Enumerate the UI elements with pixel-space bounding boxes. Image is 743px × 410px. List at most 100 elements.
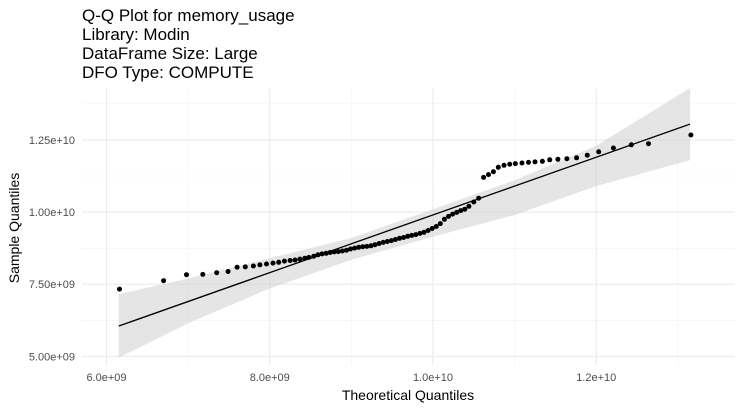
data-point <box>344 247 349 253</box>
y-tick-label: 5.00e+09 <box>29 351 75 363</box>
title-line-4: DFO Type: COMPUTE <box>82 63 254 82</box>
data-point <box>306 254 312 260</box>
confidence-band-layer <box>118 88 691 358</box>
data-point <box>287 258 293 263</box>
y-tick-label: 1.00e+10 <box>29 207 75 219</box>
data-point <box>348 246 353 252</box>
title-line-2: Library: Modin <box>82 25 190 44</box>
data-point <box>526 159 531 165</box>
data-point <box>441 216 447 222</box>
y-tick-label: 1.25e+10 <box>29 135 75 147</box>
data-point <box>458 208 464 214</box>
data-point <box>454 209 460 215</box>
data-point <box>311 253 317 259</box>
data-point <box>335 249 341 255</box>
data-point <box>292 257 298 263</box>
tick-labels: 6.0e+09 8.0e+09 1.0e+10 1.2e+10 5.00e+09 7.50… <box>29 135 616 384</box>
data-point <box>281 258 287 264</box>
data-point <box>297 256 303 262</box>
data-point <box>628 142 634 148</box>
data-point <box>225 269 231 274</box>
data-point <box>490 169 496 175</box>
data-point <box>380 239 386 245</box>
data-point <box>501 162 507 168</box>
data-point <box>471 199 477 205</box>
data-point <box>270 260 276 266</box>
data-point <box>466 203 472 209</box>
title-line-1: Q-Q Plot for memory_usage <box>82 6 295 25</box>
data-point <box>360 244 366 250</box>
x-tick-label: 1.2e+10 <box>576 372 616 384</box>
x-tick-label: 8.0e+09 <box>250 372 290 384</box>
data-point <box>446 213 451 219</box>
data-point <box>339 248 345 254</box>
data-point <box>425 228 431 233</box>
data-point <box>319 251 325 257</box>
data-point <box>532 159 538 165</box>
data-point <box>646 141 651 147</box>
data-point <box>323 250 329 256</box>
data-point <box>372 242 378 248</box>
data-point <box>200 271 206 277</box>
data-point <box>214 270 220 276</box>
data-point <box>257 262 263 268</box>
data-point <box>356 244 362 250</box>
data-point <box>429 226 435 231</box>
data-point <box>413 232 419 238</box>
data-point <box>481 174 487 180</box>
data-point <box>327 250 333 255</box>
data-point <box>315 252 321 258</box>
data-point <box>184 272 189 278</box>
data-point <box>376 241 382 246</box>
data-point <box>161 278 167 284</box>
data-point <box>610 145 616 151</box>
data-point <box>555 156 561 162</box>
data-point <box>302 255 308 261</box>
data-point <box>564 156 570 162</box>
data-point <box>364 243 370 249</box>
data-point <box>688 132 694 138</box>
data-point <box>352 245 358 251</box>
reference-line-layer <box>118 123 691 327</box>
data-point <box>512 161 518 167</box>
data-point <box>234 264 240 270</box>
data-point <box>574 155 580 161</box>
data-point <box>276 259 282 265</box>
data-point <box>242 264 248 270</box>
y-tick-label: 7.50e+09 <box>29 279 75 291</box>
data-point <box>397 235 402 241</box>
data-point <box>584 152 590 158</box>
data-point <box>368 243 374 249</box>
y-axis-title: Sample Quantiles <box>6 173 22 284</box>
data-point <box>392 237 398 242</box>
data-point <box>421 229 427 235</box>
data-point <box>547 157 553 163</box>
data-point <box>401 235 407 240</box>
data-point <box>117 286 122 292</box>
x-axis-title: Theoretical Quantiles <box>342 387 474 403</box>
data-point <box>495 164 501 170</box>
confidence-band <box>118 88 691 358</box>
x-tick-label: 6.0e+09 <box>86 372 126 384</box>
data-point <box>250 263 256 269</box>
data-point <box>519 160 525 166</box>
data-point <box>264 261 269 267</box>
x-tick-label: 1.0e+10 <box>413 372 453 384</box>
data-point <box>433 224 439 229</box>
data-point <box>437 221 443 227</box>
data-point <box>417 230 423 236</box>
data-point <box>476 195 482 201</box>
data-point <box>450 211 456 217</box>
data-point <box>462 206 468 212</box>
data-point <box>384 239 390 244</box>
data-point <box>388 238 394 244</box>
data-point <box>405 233 411 239</box>
data-point <box>409 232 415 238</box>
data-point <box>596 149 602 155</box>
data-point <box>331 249 337 255</box>
chart-title: Q-Q Plot for memory_usage Library: Modin… <box>82 6 295 82</box>
data-point <box>539 158 545 164</box>
data-point <box>507 161 513 167</box>
data-point <box>486 172 491 178</box>
